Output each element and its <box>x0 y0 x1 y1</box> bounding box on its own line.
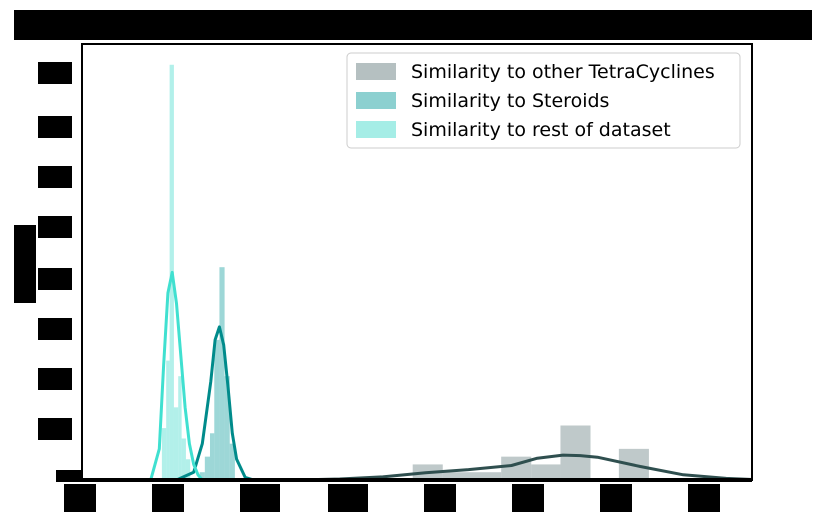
legend-box <box>346 52 741 149</box>
kde-line <box>149 270 204 481</box>
histogram-bar <box>166 360 170 480</box>
x-tick-label <box>240 484 280 512</box>
kde-line <box>175 325 255 482</box>
legend-swatch <box>356 63 396 80</box>
y-axis-label-band <box>14 225 36 303</box>
histogram-bar <box>209 433 215 480</box>
y-tick-label <box>38 216 72 238</box>
legend-label: Similarity to Steroids <box>411 90 609 112</box>
histogram-bar <box>178 376 182 480</box>
y-tick-label <box>38 418 72 440</box>
y-tick-label <box>38 368 72 390</box>
x-tick-labels <box>64 484 720 512</box>
histogram-bar <box>199 472 205 480</box>
histogram-bar <box>185 459 191 480</box>
legend-label: Similarity to rest of dataset <box>411 119 671 141</box>
legend-swatch <box>356 121 396 138</box>
histogram-bar <box>229 443 235 480</box>
histogram-bar <box>219 267 225 480</box>
histogram-bar <box>161 428 167 480</box>
x-tick-label <box>424 484 456 512</box>
y-tick-label <box>38 62 72 84</box>
x-tick-label <box>512 484 544 512</box>
legend: Similarity to other TetraCyclines Simila… <box>346 52 741 149</box>
histogram-bar <box>204 456 210 480</box>
histogram-bar <box>560 425 591 480</box>
x-tick-label <box>152 484 184 512</box>
x-tick-label <box>600 484 632 512</box>
x-tick-label <box>328 484 368 512</box>
histogram-bar <box>173 407 179 480</box>
histogram-bar <box>224 376 230 480</box>
y-tick-labels <box>38 62 82 482</box>
y-tick-label <box>38 116 72 138</box>
histogram-bar <box>531 464 561 480</box>
y-tick-label <box>38 318 72 340</box>
kde-curves <box>149 270 753 482</box>
x-axis-line <box>82 478 752 482</box>
legend-swatch <box>356 92 396 109</box>
chart-title-band <box>14 10 812 40</box>
x-tick-label <box>64 484 96 512</box>
histogram-bar <box>214 339 220 480</box>
y-tick-label <box>38 166 72 188</box>
kde-line <box>296 453 753 482</box>
histogram-bar <box>442 472 502 480</box>
x-tick-label <box>688 484 720 512</box>
y-tick-label <box>38 268 72 290</box>
histogram-bar <box>181 438 186 480</box>
y-tick-label <box>56 470 82 482</box>
legend-label: Similarity to other TetraCyclines <box>411 61 715 83</box>
